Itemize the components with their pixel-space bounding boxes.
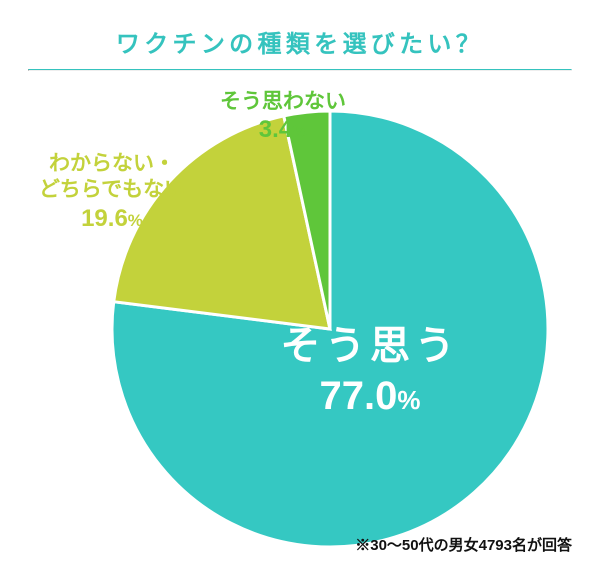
label-unsure: わからない・ どちらでもない 19.6% xyxy=(12,151,212,234)
label-unsure-text1: わからない・ xyxy=(12,151,212,177)
label-disagree: そう思わない 3.4% xyxy=(188,89,378,145)
footnote: ※30～50代の男女4793名が回答 xyxy=(355,534,572,555)
label-unsure-text2: どちらでもない xyxy=(12,177,212,203)
label-agree-pct: 77.0% xyxy=(230,371,510,421)
label-disagree-text: そう思わない xyxy=(188,89,378,115)
label-agree-text: そう思う xyxy=(230,321,510,371)
chart-title: ワクチンの種類を選びたい？ xyxy=(0,0,600,69)
label-agree: そう思う 77.0% xyxy=(230,321,510,421)
label-disagree-pct: 3.4% xyxy=(188,115,378,145)
label-unsure-pct: 19.6% xyxy=(12,204,212,234)
pie-chart: そう思わない 3.4% わからない・ どちらでもない 19.6% そう思う 77… xyxy=(0,71,600,531)
